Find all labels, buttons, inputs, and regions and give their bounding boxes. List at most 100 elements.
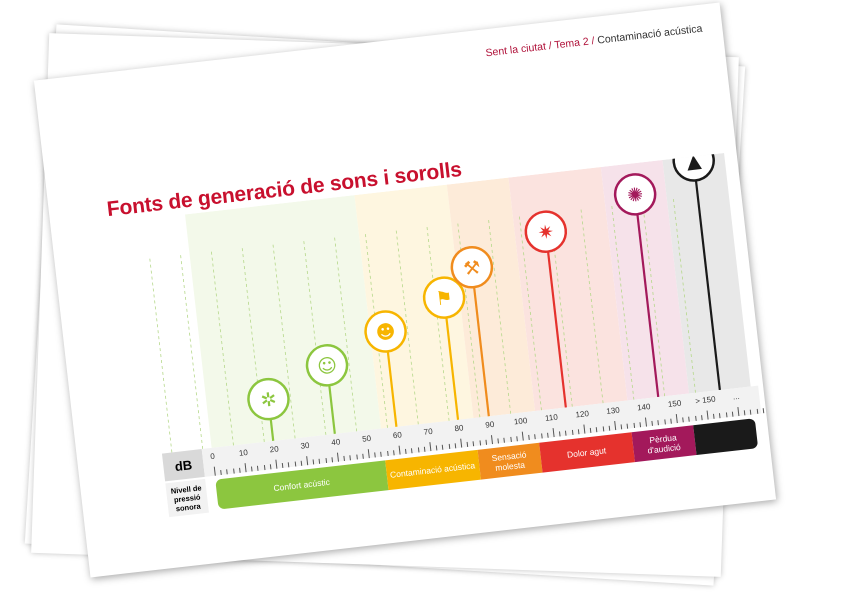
tick-mark [719,413,721,419]
tick-mark [417,447,420,453]
tick-label: 60 [392,430,403,441]
tick-mark [257,465,259,471]
tick-mark [644,417,648,427]
tick-mark [639,422,641,428]
tick-mark [503,437,506,443]
grid-line [580,209,604,404]
tick-mark [743,410,746,416]
source-stem [328,385,336,434]
tick-mark [331,457,333,463]
source-ring [305,344,349,387]
tick-mark [774,406,777,412]
tick-mark [626,423,629,429]
tick-mark [706,410,709,420]
grid-line [488,220,512,414]
breadcrumb-part-1: Sent la ciutat [484,40,547,60]
source-stem [636,214,660,398]
source-ring [450,246,494,289]
grid-line [611,206,635,400]
tick-mark [374,452,376,458]
mosquito-icon: ✲ [259,388,277,412]
tick-mark [460,438,463,448]
tick-mark [534,434,537,440]
tick-mark [306,456,309,466]
tick-mark [423,446,426,452]
tick-mark [318,458,321,464]
tick-label: 120 [575,409,590,420]
tick-mark [429,442,432,452]
tick-label: 100 [513,416,528,427]
tick-mark [349,455,352,461]
db-axis-label: dB [161,449,205,482]
source-stem [473,287,490,417]
tick-mark [497,438,500,444]
tick-mark [442,444,444,450]
tick-mark [589,427,592,433]
tick-mark [633,422,635,428]
rocket-icon: ▲ [685,152,702,173]
person-reading-icon: ☺ [316,354,338,378]
background-band [354,184,474,429]
tick-mark [694,415,697,421]
tick-label: 50 [361,433,372,444]
tick-mark [269,464,272,470]
tick-mark [479,440,481,446]
source-stem [546,251,567,408]
tick-label: 80 [454,423,464,434]
tick-mark [336,452,339,462]
speaking-face-icon: ☻ [375,320,397,344]
tick-mark [688,416,691,422]
breadcrumb-part-3: Contaminació acústica [596,22,704,47]
tick-mark [251,466,253,472]
tick-mark [509,436,512,443]
tick-mark [343,455,346,461]
tick-mark [485,439,487,445]
tick-mark [405,448,407,454]
tick-mark [355,454,358,460]
grid-line [673,198,696,393]
tick-mark [220,469,222,476]
tick-mark [380,451,383,457]
grid-line [519,216,542,411]
tick-label: 90 [484,419,495,430]
source-ring [672,152,715,182]
tick-mark [725,412,728,418]
source-stem [694,180,721,391]
tick-label: 40 [330,437,341,448]
tick-mark [540,433,543,439]
tick-label: 20 [269,444,280,455]
tick-mark [244,463,247,473]
tick-mark [226,469,229,475]
tick-label: > 150 [694,394,716,406]
tick-mark [392,450,395,456]
tick-mark [602,426,604,432]
tick-mark [756,408,758,414]
tick-label: ... [732,391,741,402]
grid-line [149,258,173,453]
source-stem [445,317,460,420]
tick-mark [768,403,771,413]
tick-mark [263,465,266,471]
source-stem [386,351,398,427]
breadcrumb-separator-1: / [548,39,553,53]
tick-label: 0 [209,451,216,462]
grid-line [303,241,327,435]
tick-label: 130 [605,405,621,416]
tick-mark [386,450,389,457]
tick-mark [731,411,734,417]
tick-mark [528,434,530,440]
tick-mark [750,409,752,415]
tick-mark [448,443,450,450]
tick-mark [577,429,580,435]
tick-mark [713,413,715,419]
tick-mark [608,425,611,431]
tick-label: 140 [636,401,651,413]
tick-mark [411,448,413,454]
tick-mark [565,430,567,436]
tick-mark [288,462,290,468]
tick-mark [362,453,364,459]
tick-mark [312,459,315,465]
tick-label: 10 [238,447,249,458]
tick-mark [614,421,617,431]
